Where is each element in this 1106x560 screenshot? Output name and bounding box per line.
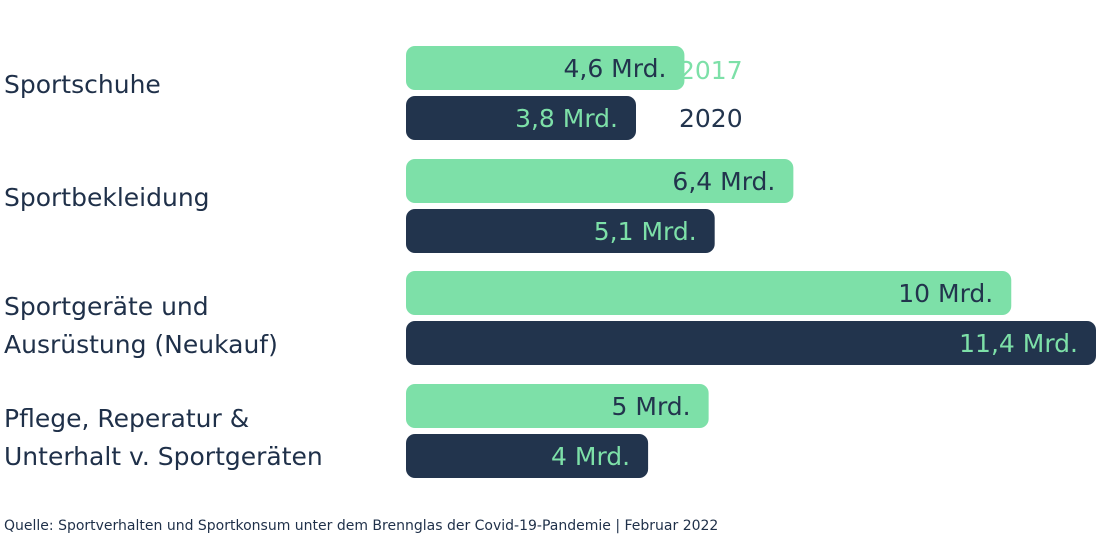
bar-label-2020-2: 11,4 Mrd. [959, 329, 1078, 358]
bar-2020-1 [406, 209, 715, 253]
bar-2017-2 [406, 271, 1012, 315]
bar-2020-0 [406, 96, 636, 140]
bar-label-2017-2: 10 Mrd. [898, 279, 993, 308]
category-label-sportbekleidung: Sportbekleidung [4, 183, 210, 212]
category-label-sportschuhe: Sportschuhe [4, 70, 161, 99]
bar-2020-3 [406, 434, 649, 478]
legend-2020: 2020 [679, 104, 743, 133]
bar-2017-0 [406, 46, 685, 90]
source-note: Quelle: Sportverhalten und Sportkonsum u… [4, 518, 719, 534]
bar-label-2020-1: 5,1 Mrd. [594, 217, 697, 246]
bar-label-2017-0: 4,6 Mrd. [563, 54, 666, 83]
bar-label-2020-0: 3,8 Mrd. [515, 104, 618, 133]
category-label-sportgeraete: Sportgeräte und Ausrüstung (Neukauf) [4, 292, 278, 359]
bars-canvas: 4,6 Mrd. 3,8 Mrd. 6,4 Mrd. 5,1 Mrd. 10 Mrd. 1… [406, 46, 1096, 478]
bar-2017-1 [406, 159, 794, 203]
bar-label-2020-3: 4 Mrd. [551, 442, 630, 471]
bar-2017-3 [406, 384, 709, 428]
legend-2017: 2017 [679, 56, 743, 85]
bar-label-2017-3: 5 Mrd. [612, 392, 691, 421]
category-label-pflege: Pflege, Reperatur & Unterhalt v. Sportge… [4, 404, 323, 471]
bar-label-2017-1: 6,4 Mrd. [672, 167, 775, 196]
bar-2020-2 [406, 321, 1096, 365]
